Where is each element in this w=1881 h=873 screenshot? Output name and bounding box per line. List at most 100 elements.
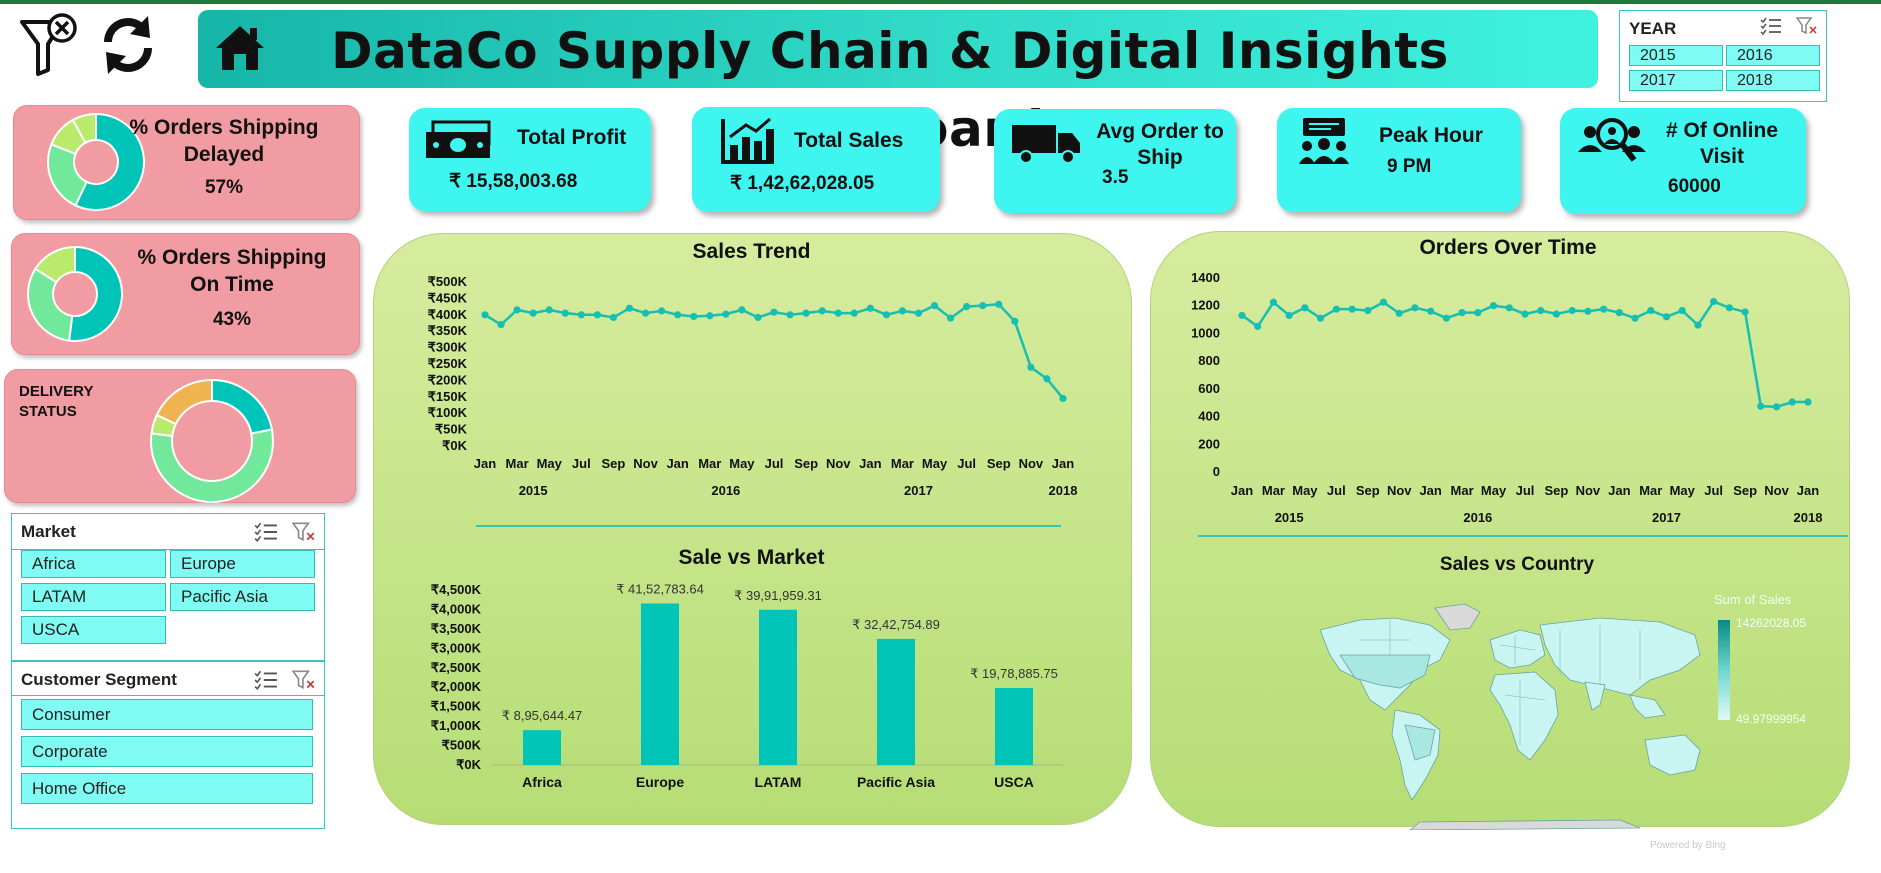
multi-select-icon[interactable]: [254, 522, 278, 547]
data-point: [1474, 309, 1482, 317]
market-option[interactable]: Europe: [170, 550, 315, 578]
africa-shape: [1489, 671, 1559, 761]
home-icon[interactable]: [212, 22, 268, 72]
multi-select-icon[interactable]: [254, 670, 278, 695]
delayed-donut-chart: [47, 112, 145, 211]
clear-filter-icon[interactable]: [1795, 17, 1818, 40]
y-tick-label: ₹1,500K: [431, 699, 482, 714]
panel-divider: [1198, 535, 1848, 537]
data-point: [625, 304, 634, 312]
market-option[interactable]: Africa: [21, 550, 166, 578]
segment-option[interactable]: Home Office: [21, 773, 313, 804]
x-tick-label: Jan: [1797, 483, 1819, 498]
se-asia-shape: [1629, 694, 1666, 719]
x-tick-label: Mar: [506, 456, 529, 471]
y-tick-label: ₹250K: [428, 356, 468, 371]
y-tick-label: ₹2,500K: [431, 660, 482, 675]
ontime-donut-chart: [27, 246, 123, 342]
kpi-peak-hour: Peak Hour 9 PM: [1277, 108, 1521, 212]
data-point: [1269, 298, 1278, 306]
year-option[interactable]: 2016: [1726, 45, 1820, 66]
australia-shape: [1644, 734, 1701, 776]
data-point: [1027, 363, 1035, 371]
donut-slice: [211, 379, 274, 435]
shipping-ontime-card: % Orders Shipping On Time 43%: [11, 233, 360, 355]
brazil-shape: [1404, 724, 1436, 761]
data-point: [1772, 403, 1781, 411]
data-point: [1379, 298, 1388, 306]
data-point: [1285, 311, 1293, 320]
year-option[interactable]: 2017: [1629, 70, 1723, 91]
data-point: [658, 307, 666, 315]
bar-data-label: ₹ 39,91,959.31: [734, 588, 822, 603]
x-tick-label: Jan: [1231, 483, 1253, 498]
x-tick-label: Jan: [859, 456, 881, 471]
y-tick-label: ₹1,000K: [431, 718, 482, 733]
data-point: [1537, 306, 1545, 315]
multi-select-icon[interactable]: [1760, 17, 1782, 40]
segment-option[interactable]: Corporate: [21, 736, 313, 767]
ontime-value: 43%: [212, 309, 252, 330]
orders-over-time-title: Orders Over Time: [1419, 236, 1597, 259]
bar-data-label: ₹ 41,52,783.64: [616, 582, 704, 597]
donut-slice: [27, 267, 74, 342]
kpi-total-profit: Total Profit ₹ 15,58,003.68: [409, 108, 651, 211]
year-option[interactable]: 2018: [1726, 70, 1820, 91]
filter-clear-icon[interactable]: [18, 8, 82, 78]
x-tick-label: Nov: [1576, 483, 1601, 498]
series-line: [484, 303, 1064, 400]
market-option[interactable]: USCA: [21, 616, 166, 644]
y-tick-label: 1200: [1191, 298, 1220, 313]
y-tick-label: 600: [1198, 381, 1220, 396]
y-tick-label: 400: [1198, 409, 1220, 424]
data-point: [1364, 306, 1372, 315]
ontime-title-2: On Time: [190, 273, 274, 296]
map-legend-gradient: [1718, 620, 1730, 720]
y-tick-label: ₹500K: [428, 274, 468, 289]
x-tick-label: Jan: [1419, 483, 1441, 498]
data-point: [834, 309, 842, 317]
x-tick-label: Sep: [1356, 483, 1380, 498]
data-point: [1411, 304, 1419, 312]
x-tick-label: Jul: [1327, 483, 1346, 498]
donut-slice: [74, 112, 145, 211]
india-shape: [1584, 681, 1606, 711]
bar-data-label: ₹ 19,78,885.75: [970, 666, 1058, 681]
x-tick-label: Jul: [1516, 483, 1535, 498]
world-map: [1319, 603, 1701, 830]
market-option[interactable]: Pacific Asia: [170, 583, 315, 611]
year-label: 2015: [519, 483, 548, 498]
data-point: [898, 307, 907, 315]
data-point: [1631, 314, 1639, 322]
bar-data-label: ₹ 8,95,644.47: [502, 708, 583, 723]
data-point: [914, 309, 923, 317]
category-label: LATAM: [755, 774, 802, 790]
europe-shape: [1489, 629, 1546, 669]
x-tick-label: Nov: [1019, 456, 1044, 471]
year-option[interactable]: 2015: [1629, 45, 1723, 66]
shipping-delayed-card: % Orders Shipping Delayed 57%: [13, 105, 360, 220]
category-label: Pacific Asia: [857, 774, 935, 790]
data-point: [1489, 302, 1498, 310]
y-tick-label: ₹500K: [442, 738, 482, 753]
bar: [523, 730, 561, 765]
x-tick-label: Jul: [1704, 483, 1723, 498]
data-point: [674, 311, 682, 319]
data-point: [481, 311, 489, 319]
clear-filter-icon[interactable]: [291, 670, 316, 695]
x-tick-label: Jan: [1052, 456, 1074, 471]
x-tick-label: Sep: [794, 456, 818, 471]
data-point: [1043, 375, 1051, 383]
y-tick-label: 0: [1213, 464, 1220, 479]
refresh-icon[interactable]: [96, 8, 160, 78]
kpi-ship-label-2: Ship: [1137, 146, 1183, 169]
clear-filter-icon[interactable]: [291, 522, 316, 547]
market-option[interactable]: LATAM: [21, 583, 166, 611]
data-point: [1317, 314, 1325, 322]
donut-slice: [155, 379, 213, 426]
data-point: [754, 313, 762, 322]
data-point: [529, 309, 537, 317]
segment-option[interactable]: Consumer: [21, 699, 313, 730]
segment-slicer-title: Customer Segment: [21, 670, 177, 689]
data-point: [1552, 310, 1561, 318]
